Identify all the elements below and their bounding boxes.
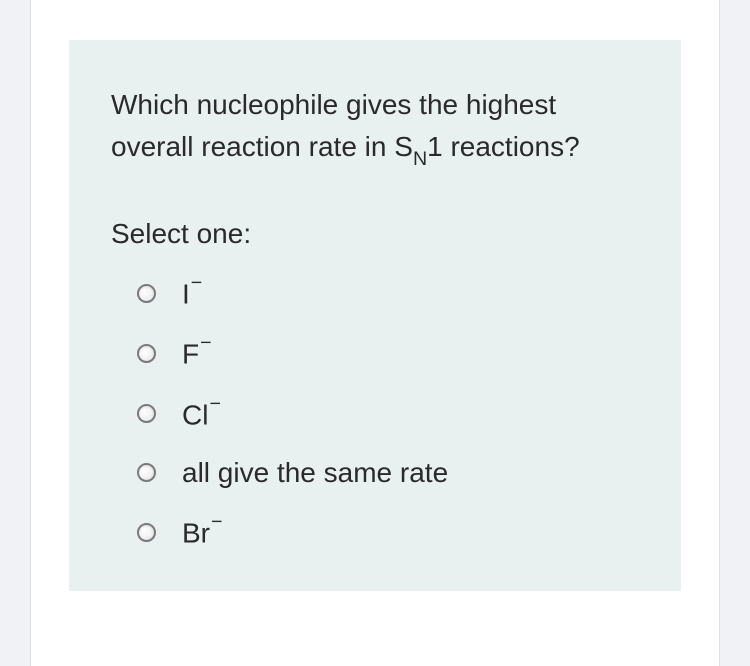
option-row-cl[interactable]: Cl− xyxy=(137,399,639,429)
option-label: Br− xyxy=(182,517,222,547)
option-base: all give the same rate xyxy=(182,457,448,488)
option-base: Br xyxy=(182,517,210,548)
option-row-br[interactable]: Br− xyxy=(137,517,639,547)
formula-after-sub: 1 xyxy=(427,131,443,162)
option-row-f[interactable]: F− xyxy=(137,338,639,368)
radio-icon[interactable] xyxy=(137,463,156,482)
option-base: F xyxy=(182,339,199,370)
option-base: I xyxy=(182,278,190,309)
option-row-same-rate[interactable]: all give the same rate xyxy=(137,459,639,487)
formula-base: S xyxy=(394,131,413,162)
option-label: all give the same rate xyxy=(182,459,448,487)
question-text-part2: reactions? xyxy=(443,131,580,162)
select-one-label: Select one: xyxy=(111,218,639,250)
minus-superscript-icon: − xyxy=(191,272,202,294)
radio-icon[interactable] xyxy=(137,404,156,423)
minus-superscript-icon: − xyxy=(211,511,222,533)
option-row-i[interactable]: I− xyxy=(137,278,639,308)
radio-icon[interactable] xyxy=(137,284,156,303)
question-card: Which nucleophile gives the highest over… xyxy=(69,40,681,591)
option-label: Cl− xyxy=(182,399,221,429)
formula-subscript: N xyxy=(413,148,427,170)
question-text: Which nucleophile gives the highest over… xyxy=(111,84,639,172)
radio-icon[interactable] xyxy=(137,344,156,363)
option-base: Cl xyxy=(182,399,208,430)
option-label: F− xyxy=(182,338,212,368)
question-panel: Which nucleophile gives the highest over… xyxy=(30,0,720,666)
options-list: I− F− Cl− all give the same rate xyxy=(111,278,639,547)
minus-superscript-icon: − xyxy=(209,393,220,415)
option-label: I− xyxy=(182,278,202,308)
minus-superscript-icon: − xyxy=(200,332,211,354)
radio-icon[interactable] xyxy=(137,523,156,542)
